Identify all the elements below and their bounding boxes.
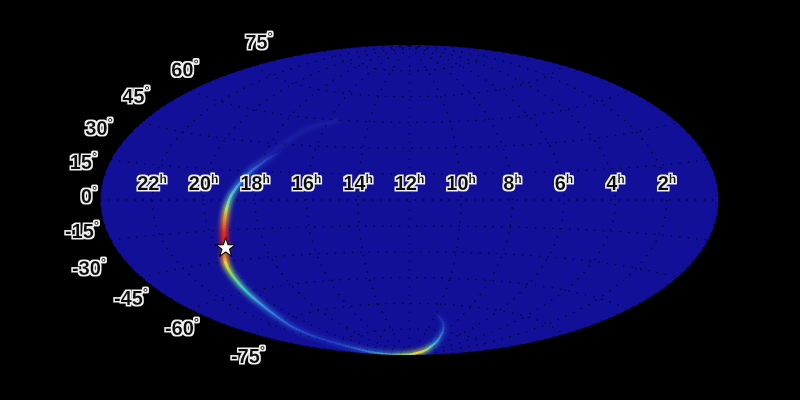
svg-text:0°: 0°	[81, 183, 97, 208]
svg-text:45°: 45°	[122, 83, 149, 108]
svg-text:60°: 60°	[171, 57, 198, 82]
svg-text:-75°: -75°	[231, 343, 265, 368]
svg-text:75°: 75°	[245, 29, 272, 54]
svg-text:-15°: -15°	[65, 218, 99, 243]
svg-text:-60°: -60°	[165, 315, 199, 340]
svg-text:15°: 15°	[70, 149, 97, 174]
svg-text:-45°: -45°	[114, 285, 148, 310]
svg-text:30°: 30°	[85, 115, 112, 140]
svg-text:-30°: -30°	[72, 255, 106, 280]
